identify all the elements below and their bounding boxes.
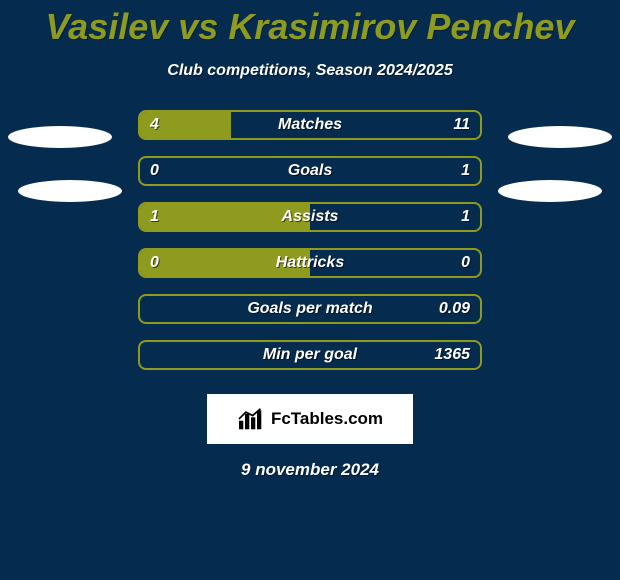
stat-name: Matches	[140, 112, 480, 138]
stat-value-right: 11	[453, 112, 470, 138]
stat-value-right: 1365	[434, 342, 470, 368]
watermark-text: FcTables.com	[271, 409, 383, 429]
stat-bar: 4Matches11	[138, 110, 482, 140]
stat-name: Goals	[140, 158, 480, 184]
comparison-page: Vasilev vs Krasimirov Penchev Club compe…	[0, 0, 620, 580]
stat-name: Assists	[140, 204, 480, 230]
page-title: Vasilev vs Krasimirov Penchev	[0, 0, 620, 48]
stat-bar: 1Assists1	[138, 202, 482, 232]
stat-name: Hattricks	[140, 250, 480, 276]
stat-row: 0Goals1	[0, 156, 620, 202]
page-subtitle: Club competitions, Season 2024/2025	[0, 62, 620, 80]
stat-name: Goals per match	[140, 296, 480, 322]
stat-bar: 0Hattricks0	[138, 248, 482, 278]
stat-value-right: 1	[461, 158, 470, 184]
stat-row: 1Assists1	[0, 202, 620, 248]
stat-value-right: 0	[461, 250, 470, 276]
stats-chart: 4Matches110Goals11Assists10Hattricks0Goa…	[0, 110, 620, 386]
stat-bar: 0Goals1	[138, 156, 482, 186]
stat-name: Min per goal	[140, 342, 480, 368]
stat-value-right: 1	[461, 204, 470, 230]
stat-value-right: 0.09	[439, 296, 470, 322]
stat-bar: Goals per match0.09	[138, 294, 482, 324]
stat-row: Goals per match0.09	[0, 294, 620, 340]
stat-bar: Min per goal1365	[138, 340, 482, 370]
stat-row: 4Matches11	[0, 110, 620, 156]
watermark: FcTables.com	[207, 394, 413, 444]
stat-row: 0Hattricks0	[0, 248, 620, 294]
date-label: 9 november 2024	[0, 460, 620, 480]
bars-icon	[237, 407, 265, 431]
stat-row: Min per goal1365	[0, 340, 620, 386]
